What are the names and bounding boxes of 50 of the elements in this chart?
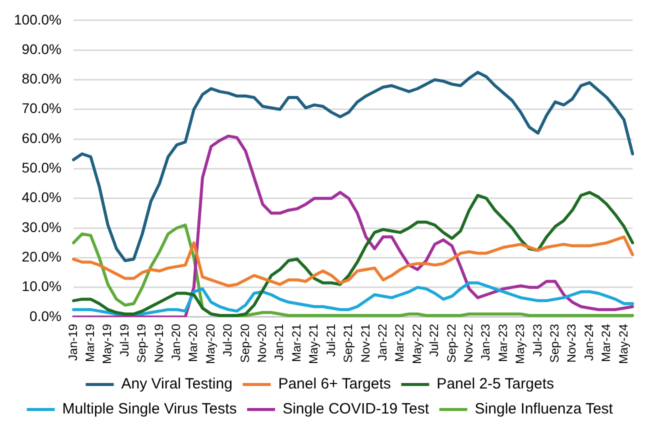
- x-tick-label: Jan-21: [272, 324, 286, 361]
- y-tick-label: 0.0%: [30, 308, 62, 324]
- y-tick-label: 90.0%: [22, 40, 62, 57]
- x-tick-label: Jan-24: [582, 324, 596, 361]
- y-tick-label: 100.0%: [14, 11, 62, 28]
- x-tick-label: Mar-23: [496, 324, 510, 362]
- x-tick-label: Sep-20: [238, 324, 252, 363]
- x-tick-label: Mar-19: [83, 324, 97, 362]
- x-tick-label: Nov-21: [358, 324, 372, 363]
- y-tick-label: 30.0%: [22, 218, 62, 235]
- x-tick-label: Nov-23: [564, 324, 579, 363]
- x-tick-label: Jan-22: [375, 324, 390, 361]
- x-tick-label: Mar-24: [599, 324, 614, 362]
- y-tick-label: 80.0%: [22, 70, 62, 87]
- x-tick-label: Jul-20: [220, 324, 235, 357]
- y-tick-label: 10.0%: [22, 278, 62, 294]
- x-tick-label: Nov-19: [152, 324, 166, 363]
- x-tick-label: Mar-22: [392, 324, 407, 362]
- legend-label: Multiple Single Virus Tests: [62, 400, 237, 418]
- x-tick-label: Jan-23: [478, 324, 493, 361]
- y-tick-label: 20.0%: [22, 248, 62, 265]
- x-tick-label: May-22: [410, 324, 424, 364]
- x-tick-label: Sep-21: [341, 324, 356, 363]
- x-tick-label: Nov-20: [255, 324, 270, 363]
- x-tick-label: May-21: [306, 324, 321, 364]
- x-tick-label: May-23: [513, 324, 528, 364]
- x-tick-label: Mar-21: [289, 324, 304, 362]
- x-tick-label: Jul-19: [117, 324, 132, 357]
- x-tick-label: May-20: [203, 324, 218, 364]
- x-tick-label: Jan-19: [66, 324, 80, 361]
- x-tick-label: Sep-22: [444, 324, 458, 363]
- legend-label: Panel 6+ Targets: [278, 376, 391, 393]
- x-tick-label: Jul-21: [324, 324, 338, 357]
- x-tick-label: Nov-22: [461, 324, 476, 363]
- x-tick-label: May-19: [100, 324, 114, 364]
- x-tick-label: Mar-20: [186, 324, 200, 362]
- y-tick-label: 50.0%: [22, 160, 62, 176]
- x-tick-label: Jul-23: [530, 324, 544, 357]
- legend-label: Any Viral Testing: [121, 376, 232, 393]
- x-tick-label: Sep-19: [134, 324, 149, 363]
- x-tick-label: Jan-20: [169, 324, 184, 361]
- legend-label: Panel 2-5 Targets: [436, 376, 554, 393]
- legend-label: Single Influenza Test: [474, 400, 614, 418]
- x-tick-label: May-24: [616, 324, 630, 364]
- x-tick-label: Jul-22: [427, 324, 442, 357]
- y-tick-label: 70.0%: [22, 100, 62, 116]
- legend-label: Single COVID-19 Test: [282, 400, 430, 418]
- x-tick-label: Sep-23: [547, 324, 562, 363]
- y-tick-label: 40.0%: [22, 189, 62, 206]
- y-tick-label: 60.0%: [22, 130, 62, 146]
